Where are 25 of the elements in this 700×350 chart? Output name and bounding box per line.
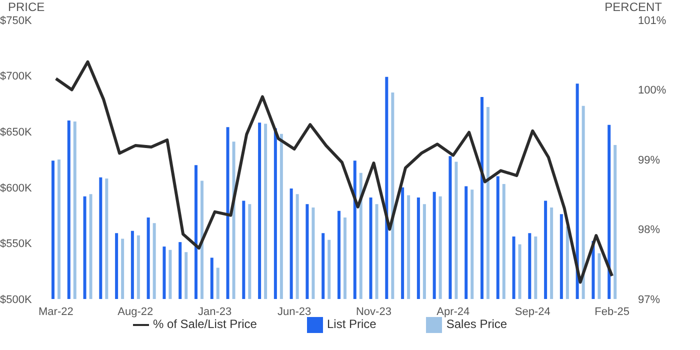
y2-tick-label: 100%	[638, 84, 666, 97]
y2-tick-label: 101%	[638, 14, 666, 27]
x-tick-label: Aug-22	[118, 306, 154, 318]
y-tick-label: $750K	[0, 14, 32, 27]
y-tick-label: $650K	[0, 126, 32, 139]
y2-tick-label: 99%	[638, 154, 660, 166]
line-series	[54, 60, 614, 284]
y2-axis-title: PERCENT	[604, 0, 662, 14]
legend-label: % of Sale/List Price	[152, 317, 257, 332]
y-tick-label: $600K	[0, 182, 32, 194]
x-tick-label: Sep-24	[514, 306, 550, 318]
y-tick-label: $550K	[0, 238, 32, 250]
x-tick-label: Feb-25	[594, 306, 630, 318]
legend-label: List Price	[326, 317, 376, 332]
x-tick-label: Nov-23	[356, 306, 392, 318]
x-tick-label: Jun-23	[277, 306, 312, 318]
y-tick-label: $700K	[0, 70, 32, 83]
x-tick-label: Mar-22	[38, 306, 74, 318]
y2-tick-label: 97%	[638, 294, 660, 306]
y-tick-label: $500K	[0, 294, 32, 306]
legend-label: Sales Price	[446, 317, 508, 332]
x-tick-label: Jan-23	[198, 306, 232, 318]
y2-tick-label: 98%	[638, 224, 660, 236]
x-tick-label: Apr-24	[436, 306, 470, 318]
y-axis-title: PRICE	[8, 0, 45, 14]
